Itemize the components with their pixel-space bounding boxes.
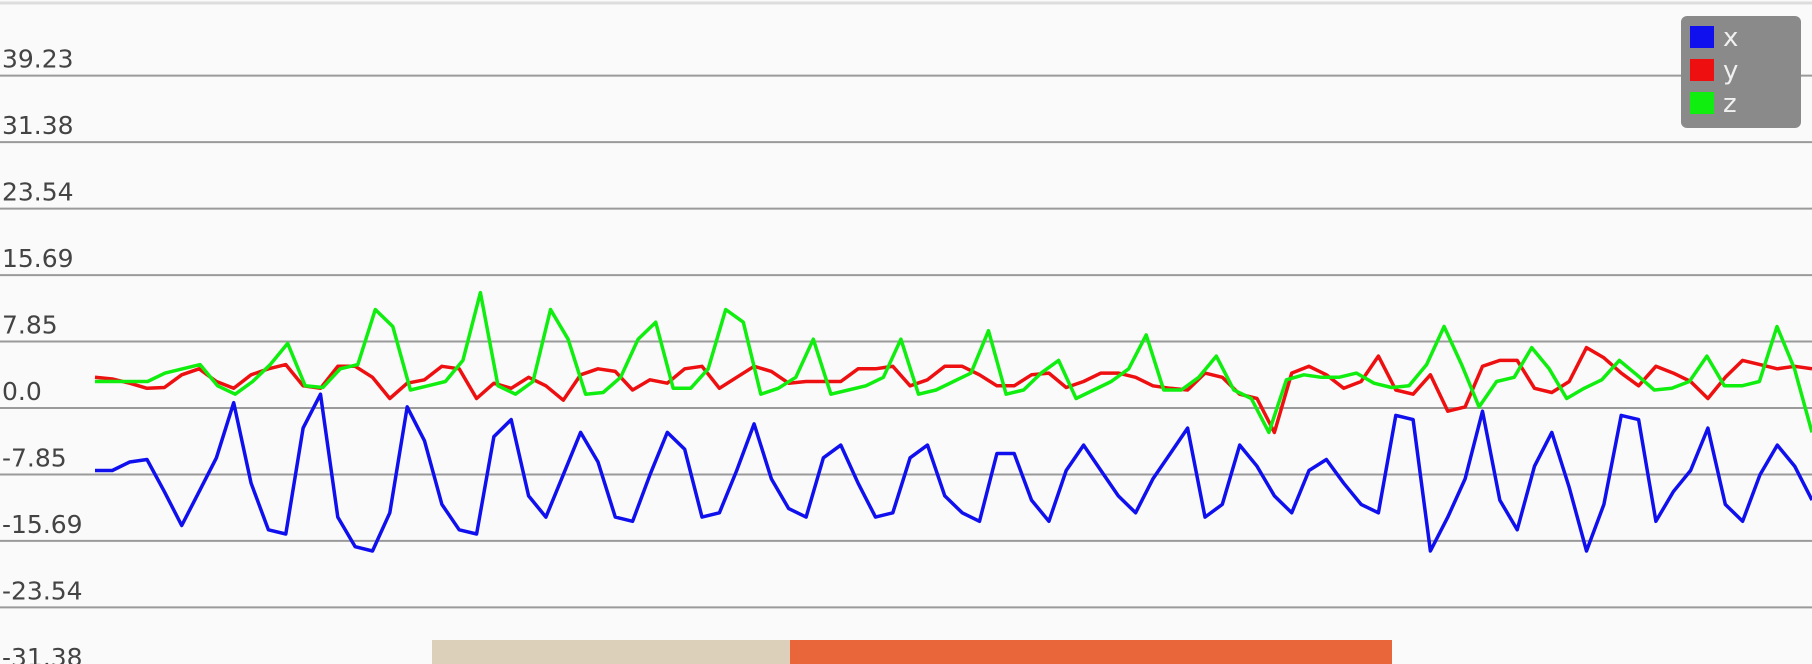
legend: xyz	[1681, 16, 1801, 128]
gridlines	[0, 74, 1812, 609]
series-lines	[94, 290, 1812, 553]
legend-label-z: z	[1723, 89, 1737, 119]
legend-swatch-y	[1690, 59, 1714, 81]
y-tick-label: 39.23	[2, 45, 74, 74]
series-line-x	[95, 392, 1812, 553]
y-tick-label: 7.85	[2, 311, 58, 340]
ad-photo-highlight	[432, 640, 790, 664]
legend-swatch-z	[1690, 92, 1714, 114]
ad-text-panel	[790, 640, 1392, 664]
y-tick-label: -23.54	[2, 576, 83, 605]
y-tick-label: -7.85	[2, 444, 67, 473]
legend-swatch-x	[1690, 26, 1714, 48]
y-tick-label: 31.38	[2, 111, 74, 140]
legend-label-y: y	[1723, 56, 1738, 86]
y-axis-tick-labels: 39.23 31.38 23.54 15.69 7.85 0.0 -7.85 -15.69 -2…	[2, 45, 83, 664]
y-tick-label: 0.0	[2, 377, 42, 406]
y-tick-label: -31.38	[2, 643, 83, 664]
y-tick-label: 23.54	[2, 178, 74, 207]
y-tick-label: 15.69	[2, 244, 74, 273]
series-line-z	[95, 290, 1812, 435]
ad-banner[interactable]	[432, 640, 1392, 664]
series-line-y	[94, 345, 1812, 435]
y-tick-label: -15.69	[2, 510, 83, 539]
legend-label-x: x	[1723, 23, 1738, 53]
